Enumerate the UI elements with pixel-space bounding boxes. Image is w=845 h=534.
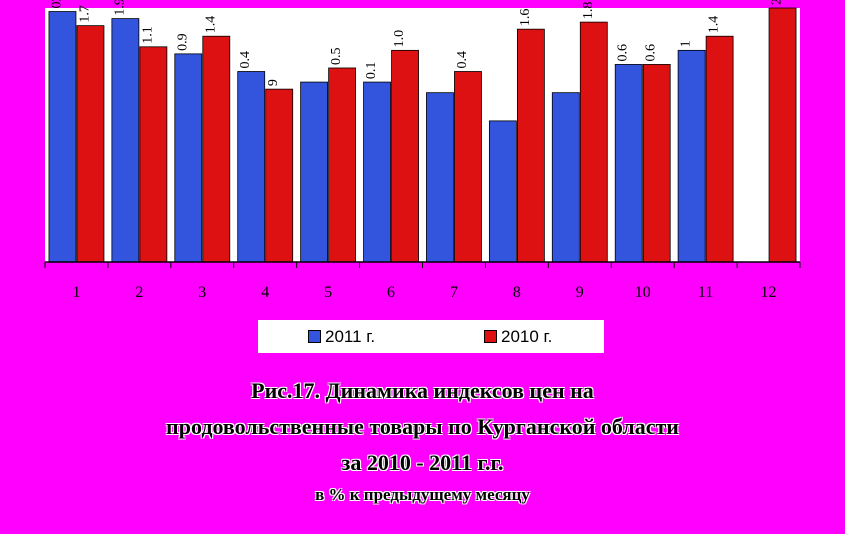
x-tick-label-7: 7 <box>450 284 458 301</box>
bar-2011-9 <box>551 92 580 263</box>
legend-label-2010: 2010 г. <box>501 326 553 346</box>
data-label-2011-1: 02.1 <box>49 0 64 9</box>
figure-caption-years: за 2010 - 2011 г.г. <box>341 450 504 475</box>
x-tick-label-2: 2 <box>135 284 143 301</box>
legend-swatch-2011 <box>308 330 321 343</box>
data-label-2011-4: 0.4 <box>238 51 253 68</box>
bar-2010-5 <box>328 67 357 263</box>
bar-chart: 02.1 1.7 1 1.9 1.1 2 0.9 1.4 3 0.4 9 4 0.5 5 0.1 1.0 6 0.… <box>44 0 801 301</box>
data-label-2010-11: 1.4 <box>707 16 722 34</box>
figure-caption-units: в % к предыдущему месяцу <box>315 485 530 504</box>
data-label-2010-5: 0.5 <box>329 47 344 65</box>
x-tick-label-6: 6 <box>387 284 395 301</box>
data-label-2010-8: 1.6 <box>518 9 533 27</box>
data-label-2010-3: 1.4 <box>203 16 218 34</box>
bar-2010-12 <box>768 7 797 263</box>
legend-item-2011: 2011 г. <box>308 320 375 353</box>
plot-area <box>45 8 800 262</box>
bar-2011-5 <box>300 81 329 263</box>
bar-2010-9 <box>579 21 608 263</box>
data-label-2011-2: 1.9 <box>112 0 127 16</box>
chart-legend: 2011 г. 2010 г. <box>258 320 604 353</box>
figure-caption-title: Рис.17. Динамика индексов цен на <box>251 378 594 403</box>
x-tick-label-11: 11 <box>698 284 713 301</box>
bar-2010-6 <box>391 49 419 263</box>
bar-2010-10 <box>642 64 671 263</box>
data-label-2010-4: 9 <box>266 79 281 86</box>
x-tick-label-5: 5 <box>324 284 332 301</box>
data-label-2011-6: 0.1 <box>364 62 379 80</box>
x-tick-label-10: 10 <box>635 284 651 301</box>
data-label-2011-10: 0.6 <box>616 44 631 62</box>
data-label-2010-12: 2.2 <box>770 0 785 5</box>
data-label-2011-11: 1 <box>679 40 694 47</box>
bar-2011-6 <box>363 81 391 263</box>
data-label-2011-3: 0.9 <box>175 33 190 51</box>
data-label-2010-9: 1.8 <box>581 2 596 20</box>
bar-2011-4 <box>237 71 266 263</box>
bar-2010-7 <box>454 71 482 263</box>
data-label-2010-1: 1.7 <box>77 5 92 23</box>
x-tick-label-1: 1 <box>72 284 80 301</box>
legend-swatch-2010 <box>484 330 497 343</box>
figure-caption-line2: продовольственные товары по Курганской о… <box>166 414 679 439</box>
bar-2011-2 <box>111 18 140 263</box>
x-tick-label-8: 8 <box>513 284 521 301</box>
data-label-2010-2: 1.1 <box>140 26 155 44</box>
bar-2011-3 <box>174 53 203 263</box>
x-tick-label-9: 9 <box>576 284 584 301</box>
bar-2011-1 <box>48 11 77 263</box>
legend-item-2010: 2010 г. <box>484 320 552 353</box>
bar-2010-8 <box>516 28 545 263</box>
data-label-2010-10: 0.6 <box>644 44 659 62</box>
bar-2011-7 <box>426 92 454 263</box>
bar-2010-3 <box>202 35 231 263</box>
data-label-2010-6: 1.0 <box>392 30 407 48</box>
legend-label-2011: 2011 г. <box>325 326 376 346</box>
x-tick-label-3: 3 <box>198 284 206 301</box>
bar-2011-10 <box>614 64 643 263</box>
bar-2010-4 <box>265 88 294 263</box>
bar-2011-8 <box>488 120 517 263</box>
x-tick-label-4: 4 <box>261 284 269 301</box>
bar-2010-11 <box>705 35 734 263</box>
bar-2010-2 <box>139 46 168 263</box>
bar-2010-1 <box>76 25 105 263</box>
x-tick-label-12: 12 <box>761 284 777 301</box>
bar-2011-11 <box>677 49 706 263</box>
data-label-2010-7: 0.4 <box>455 51 470 69</box>
